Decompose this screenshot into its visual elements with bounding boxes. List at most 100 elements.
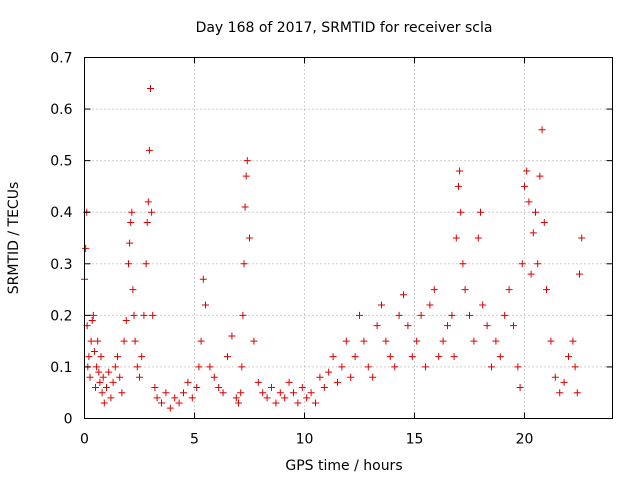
data-point — [171, 394, 179, 402]
data-point — [149, 311, 157, 319]
data-point — [488, 363, 495, 371]
data-point — [143, 219, 151, 227]
data-point — [122, 317, 130, 325]
data-point — [128, 208, 136, 216]
data-point — [516, 384, 524, 392]
data-point — [556, 389, 564, 397]
data-point — [268, 384, 275, 392]
chart-title: Day 168 of 2017, SRMTID for receiver scl… — [196, 20, 493, 36]
data-point — [294, 399, 302, 407]
data-point — [88, 317, 96, 325]
data-point — [342, 337, 350, 345]
data-point — [413, 337, 421, 345]
y-tick-label: 0.4 — [50, 205, 72, 221]
y-axis-title: SRMTID / TECUs — [6, 182, 22, 295]
data-point — [347, 373, 355, 381]
data-point — [148, 208, 156, 216]
data-point — [107, 394, 115, 402]
data-point — [521, 182, 528, 190]
data-point — [543, 286, 550, 294]
data-point — [92, 384, 99, 392]
data-point — [85, 353, 93, 361]
data-point — [206, 363, 214, 371]
y-tick-label: 0.2 — [50, 308, 72, 324]
data-point — [540, 219, 548, 227]
data-point — [448, 311, 456, 319]
data-point — [95, 368, 103, 376]
data-point — [215, 384, 223, 392]
data-point — [126, 239, 134, 247]
data-point — [571, 363, 579, 371]
data-point — [133, 363, 141, 371]
data-point — [536, 172, 544, 180]
data-point — [547, 337, 555, 345]
data-point — [534, 260, 542, 268]
data-point — [298, 384, 306, 392]
data-point — [105, 368, 113, 376]
data-point — [103, 384, 110, 392]
data-point — [82, 244, 90, 252]
data-point — [455, 182, 462, 190]
data-point — [400, 291, 407, 299]
y-tick-label: 0.7 — [50, 51, 72, 67]
data-point — [474, 234, 482, 242]
data-point — [505, 286, 513, 294]
data-point — [90, 347, 98, 355]
data-point — [193, 384, 201, 392]
data-point — [127, 219, 135, 227]
data-point — [129, 286, 137, 294]
data-point — [369, 373, 377, 381]
data-point — [130, 311, 138, 319]
data-point — [518, 260, 526, 268]
data-point — [417, 311, 425, 319]
data-point — [238, 363, 246, 371]
data-point — [142, 260, 150, 268]
data-point — [391, 363, 399, 371]
data-point — [162, 389, 170, 397]
data-point — [145, 146, 153, 154]
axis-ticks — [84, 57, 613, 419]
data-point — [224, 353, 231, 361]
data-point — [479, 301, 487, 309]
data-point — [496, 353, 504, 361]
data-point — [86, 373, 94, 381]
grid — [84, 57, 613, 419]
data-point — [334, 378, 341, 386]
data-point — [395, 311, 403, 319]
data-point — [527, 270, 535, 278]
data-point — [386, 353, 394, 361]
data-point — [232, 394, 240, 402]
data-point — [529, 229, 537, 237]
data-point — [259, 389, 267, 397]
data-point — [276, 389, 284, 397]
data-point — [290, 389, 297, 397]
data-point — [166, 404, 174, 412]
data-point — [325, 368, 333, 376]
data-point — [404, 322, 412, 330]
y-tick-label: 0 — [64, 412, 73, 428]
data-point — [100, 399, 108, 407]
tick-labels: 0 0.1 0.2 0.3 0.4 0.5 0.6 0.7 0 5 10 15 20 — [50, 51, 533, 448]
data-point — [351, 353, 359, 361]
data-point — [430, 286, 438, 294]
data-point — [87, 337, 95, 345]
data-point — [364, 363, 372, 371]
data-point — [435, 353, 443, 361]
data-point — [329, 353, 337, 361]
data-point — [538, 126, 546, 134]
data-point — [97, 353, 105, 361]
data-point — [243, 157, 251, 165]
data-point — [483, 322, 491, 330]
data-point — [422, 363, 429, 371]
data-point — [578, 234, 586, 242]
data-point — [125, 260, 132, 268]
x-tick-label: 15 — [406, 432, 424, 448]
data-point — [312, 399, 319, 407]
data-point — [378, 301, 385, 309]
data-point — [184, 378, 192, 386]
data-point — [151, 384, 159, 392]
data-point — [285, 378, 293, 386]
data-point — [565, 353, 572, 361]
data-point — [235, 399, 242, 407]
